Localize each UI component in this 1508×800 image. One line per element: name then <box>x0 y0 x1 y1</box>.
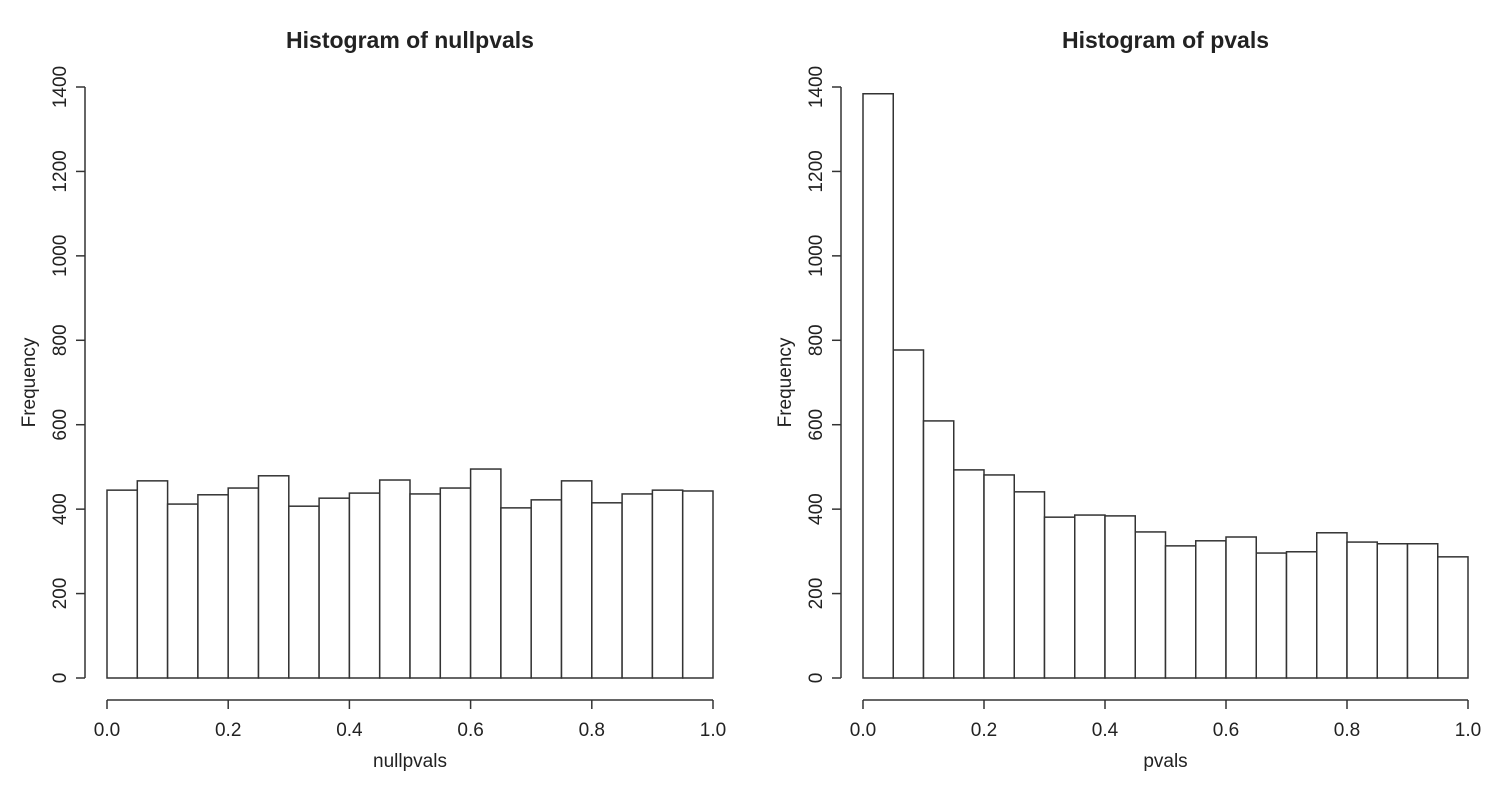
bar <box>1437 556 1469 679</box>
bar <box>1104 515 1136 679</box>
bar <box>681 490 714 679</box>
y-tick-label: 200 <box>806 578 827 610</box>
y-tick-label: 1200 <box>50 150 71 192</box>
y-axis-label: Frequency <box>19 337 40 427</box>
y-tick-label: 400 <box>50 493 71 525</box>
bar <box>922 420 955 679</box>
bar <box>378 479 411 679</box>
y-tick-label: 800 <box>806 324 827 356</box>
bar <box>227 487 260 679</box>
x-tick-label: 1.0 <box>700 720 726 741</box>
bar <box>257 475 290 679</box>
x-tick-label: 0.8 <box>1334 720 1360 741</box>
bar <box>651 489 684 679</box>
bar <box>1225 536 1257 679</box>
bar <box>892 349 925 679</box>
bar <box>1164 545 1197 679</box>
bar <box>862 93 894 679</box>
bar <box>1316 532 1348 679</box>
bar <box>166 503 199 679</box>
y-tick-label: 1400 <box>806 66 827 108</box>
x-tick-label: 0.6 <box>1213 720 1239 741</box>
bar <box>953 469 985 679</box>
bar <box>288 505 320 679</box>
bar <box>621 493 654 679</box>
chart-title: Histogram of pvals <box>1062 27 1269 53</box>
bar <box>560 480 593 679</box>
bar <box>469 468 502 679</box>
bar <box>1255 552 1288 679</box>
bar <box>983 474 1015 679</box>
y-tick-label: 1400 <box>50 66 71 108</box>
x-tick-label: 0.8 <box>579 720 605 741</box>
bar <box>318 497 351 679</box>
y-tick-label: 1200 <box>806 150 827 192</box>
bar <box>1346 541 1378 679</box>
y-tick-label: 1000 <box>806 235 827 277</box>
bar <box>409 493 442 679</box>
bar <box>1195 540 1227 679</box>
x-tick-label: 0.0 <box>94 720 120 741</box>
bar <box>106 489 139 679</box>
y-tick-label: 600 <box>50 409 71 441</box>
bar <box>439 487 472 679</box>
x-tick-label: 0.2 <box>971 720 997 741</box>
bar <box>1013 491 1046 679</box>
bar <box>1376 543 1409 679</box>
x-tick-label: 0.2 <box>215 720 241 741</box>
bar <box>1043 516 1076 679</box>
x-axis-label: nullpvals <box>373 751 447 772</box>
x-tick-label: 1.0 <box>1455 720 1481 741</box>
bar <box>591 502 623 679</box>
x-tick-label: 0.4 <box>336 720 363 741</box>
y-tick-label: 800 <box>50 324 71 356</box>
bar <box>348 492 381 679</box>
bar <box>1285 551 1318 679</box>
bar <box>500 507 532 679</box>
bar <box>1134 531 1167 679</box>
x-tick-label: 0.0 <box>850 720 876 741</box>
x-tick-label: 0.4 <box>1092 720 1119 741</box>
chart-title: Histogram of nullpvals <box>286 27 534 53</box>
bar <box>197 494 229 679</box>
y-tick-label: 600 <box>806 409 827 441</box>
bar <box>1074 514 1106 679</box>
y-tick-label: 0 <box>806 673 827 684</box>
y-tick-label: 200 <box>50 578 71 610</box>
y-axis-label: Frequency <box>775 337 796 427</box>
bar <box>530 499 563 679</box>
y-tick-label: 0 <box>50 673 71 684</box>
y-tick-label: 1000 <box>50 235 71 277</box>
x-axis-label: pvals <box>1143 751 1187 772</box>
bar <box>136 480 169 679</box>
x-tick-label: 0.6 <box>457 720 483 741</box>
y-tick-label: 400 <box>806 493 827 525</box>
bar <box>1406 543 1439 679</box>
